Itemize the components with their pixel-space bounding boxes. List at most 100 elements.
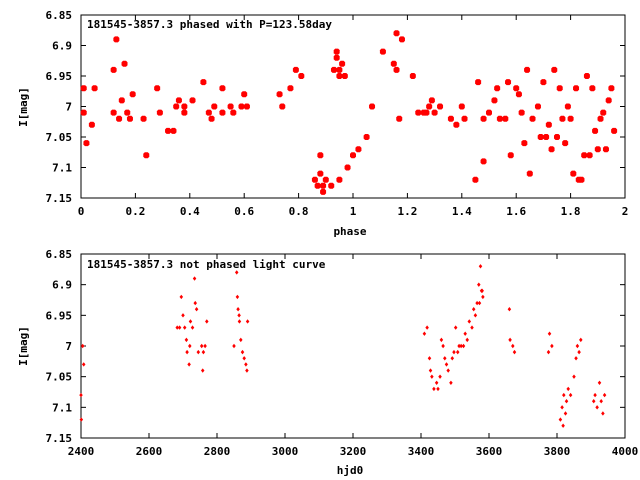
phased-chart: 0 0.2 0.4 0.6 0.8 1 1.2 1.4 1.6 1.8 2 6.85 6.9 6.95 7… bbox=[17, 9, 628, 238]
unphased-data-point bbox=[232, 343, 236, 349]
phased-x-tick-label: 0.8 bbox=[289, 205, 309, 218]
unphased-data-point bbox=[512, 349, 517, 355]
phased-data-point bbox=[486, 109, 492, 116]
phased-data-point bbox=[311, 176, 318, 183]
phased-data-point bbox=[537, 134, 544, 140]
unphased-data-point bbox=[177, 325, 182, 330]
phased-data-point bbox=[548, 146, 555, 153]
unphased-data-point bbox=[81, 362, 86, 367]
unphased-data-point bbox=[547, 331, 552, 336]
unphased-data-point bbox=[463, 331, 467, 336]
phased-data-point bbox=[121, 60, 128, 67]
unphased-data-point bbox=[199, 343, 204, 349]
unphased-data-point bbox=[455, 349, 460, 355]
phased-data-point bbox=[143, 152, 150, 159]
phased-data-point bbox=[496, 115, 503, 122]
phased-data-point bbox=[507, 152, 514, 159]
phased-x-tick-label: 0.4 bbox=[180, 205, 200, 218]
unphased-data-point bbox=[511, 343, 515, 349]
phased-data-point bbox=[379, 48, 386, 55]
phased-data-point bbox=[165, 127, 172, 134]
phased-data-point bbox=[545, 121, 552, 128]
phased-data-point bbox=[409, 73, 416, 79]
phased-data-point bbox=[526, 170, 533, 177]
unphased-data-point bbox=[194, 307, 199, 312]
unphased-x-axis-label: hjd0 bbox=[337, 464, 364, 477]
phased-data-point bbox=[529, 115, 536, 122]
unphased-data-point bbox=[473, 313, 478, 318]
unphased-data-point bbox=[562, 392, 566, 398]
phased-data-point bbox=[211, 103, 218, 110]
phased-data-point bbox=[230, 109, 237, 116]
phased-data-point bbox=[113, 36, 120, 43]
phased-data-point bbox=[241, 91, 248, 98]
unphased-data-point bbox=[439, 337, 444, 343]
phased-data-point bbox=[200, 79, 207, 86]
phased-y-tick-label: 6.85 bbox=[46, 9, 73, 22]
unphased-data-point bbox=[550, 343, 554, 349]
unphased-data-point bbox=[184, 337, 189, 343]
unphased-data-point bbox=[422, 331, 427, 336]
unphased-y-tick-label: 7.1 bbox=[52, 401, 72, 414]
unphased-data-point bbox=[574, 356, 578, 361]
phased-data-point bbox=[243, 103, 250, 110]
unphased-data-point bbox=[478, 264, 483, 269]
unphased-data-point bbox=[203, 343, 207, 349]
unphased-data-point bbox=[595, 405, 599, 410]
phased-data-point bbox=[350, 152, 356, 159]
unphased-data-point bbox=[441, 343, 445, 349]
unphased-y-tick-label: 6.85 bbox=[46, 248, 73, 261]
phased-data-point bbox=[276, 91, 283, 98]
phased-data-point bbox=[505, 79, 512, 86]
phased-data-point bbox=[80, 85, 87, 92]
unphased-data-point bbox=[201, 349, 206, 355]
phased-data-point bbox=[453, 121, 460, 128]
phased-data-point bbox=[219, 109, 226, 116]
unphased-data-point bbox=[471, 307, 476, 312]
phased-y-ticks: 6.85 6.9 6.95 7 7.05 7.1 7.15 bbox=[46, 9, 625, 205]
phased-data-point bbox=[437, 103, 444, 110]
phased-data-point bbox=[181, 103, 188, 110]
phased-data-point bbox=[502, 115, 509, 122]
unphased-data-point bbox=[575, 343, 580, 349]
phased-data-point bbox=[551, 66, 558, 73]
unphased-data-point bbox=[193, 300, 197, 306]
unphased-data-point bbox=[79, 417, 84, 422]
phased-x-tick-label: 0.2 bbox=[125, 205, 145, 218]
phased-data-point bbox=[208, 115, 215, 122]
phased-data-point bbox=[336, 66, 343, 73]
phased-data-point bbox=[292, 66, 299, 73]
phased-data-point bbox=[559, 115, 566, 122]
phased-data-point bbox=[583, 73, 590, 79]
unphased-data-point bbox=[242, 356, 246, 361]
unphased-data-point bbox=[602, 392, 607, 398]
phased-data-point bbox=[570, 170, 577, 177]
unphased-data-point bbox=[425, 325, 429, 330]
unphased-data-point bbox=[599, 399, 603, 404]
phased-data-point bbox=[205, 109, 212, 116]
phased-data-point bbox=[336, 73, 343, 79]
unphased-data-point bbox=[560, 405, 564, 410]
phased-data-point bbox=[390, 60, 397, 67]
phased-data-point bbox=[605, 97, 612, 104]
unphased-data-point bbox=[465, 337, 469, 343]
phased-data-point bbox=[540, 79, 547, 86]
unphased-data-point bbox=[436, 386, 440, 392]
unphased-data-point bbox=[443, 356, 447, 361]
phased-data-point bbox=[227, 103, 234, 110]
phased-data-point bbox=[173, 103, 180, 110]
phased-data-point bbox=[238, 103, 245, 110]
phased-data-point bbox=[426, 103, 433, 110]
unphased-y-ticks: 6.85 6.9 6.95 7 7.05 7.1 7.15 bbox=[46, 248, 625, 445]
unphased-data-point bbox=[546, 349, 551, 355]
unphased-chart-title: 181545-3857.3 not phased light curve bbox=[87, 258, 326, 271]
phased-y-tick-label: 7.05 bbox=[46, 131, 73, 144]
phased-data-point bbox=[126, 115, 133, 122]
unphased-x-tick-label: 2600 bbox=[136, 445, 163, 458]
unphased-data-point bbox=[185, 349, 189, 355]
phased-data-point bbox=[314, 182, 321, 189]
phased-data-point bbox=[219, 85, 226, 92]
phased-data-point bbox=[461, 115, 468, 122]
unphased-data-point bbox=[477, 282, 481, 287]
unphased-x-ticks: 2400 2600 2800 3000 3200 3400 3600 3800 4000 bbox=[68, 254, 638, 458]
